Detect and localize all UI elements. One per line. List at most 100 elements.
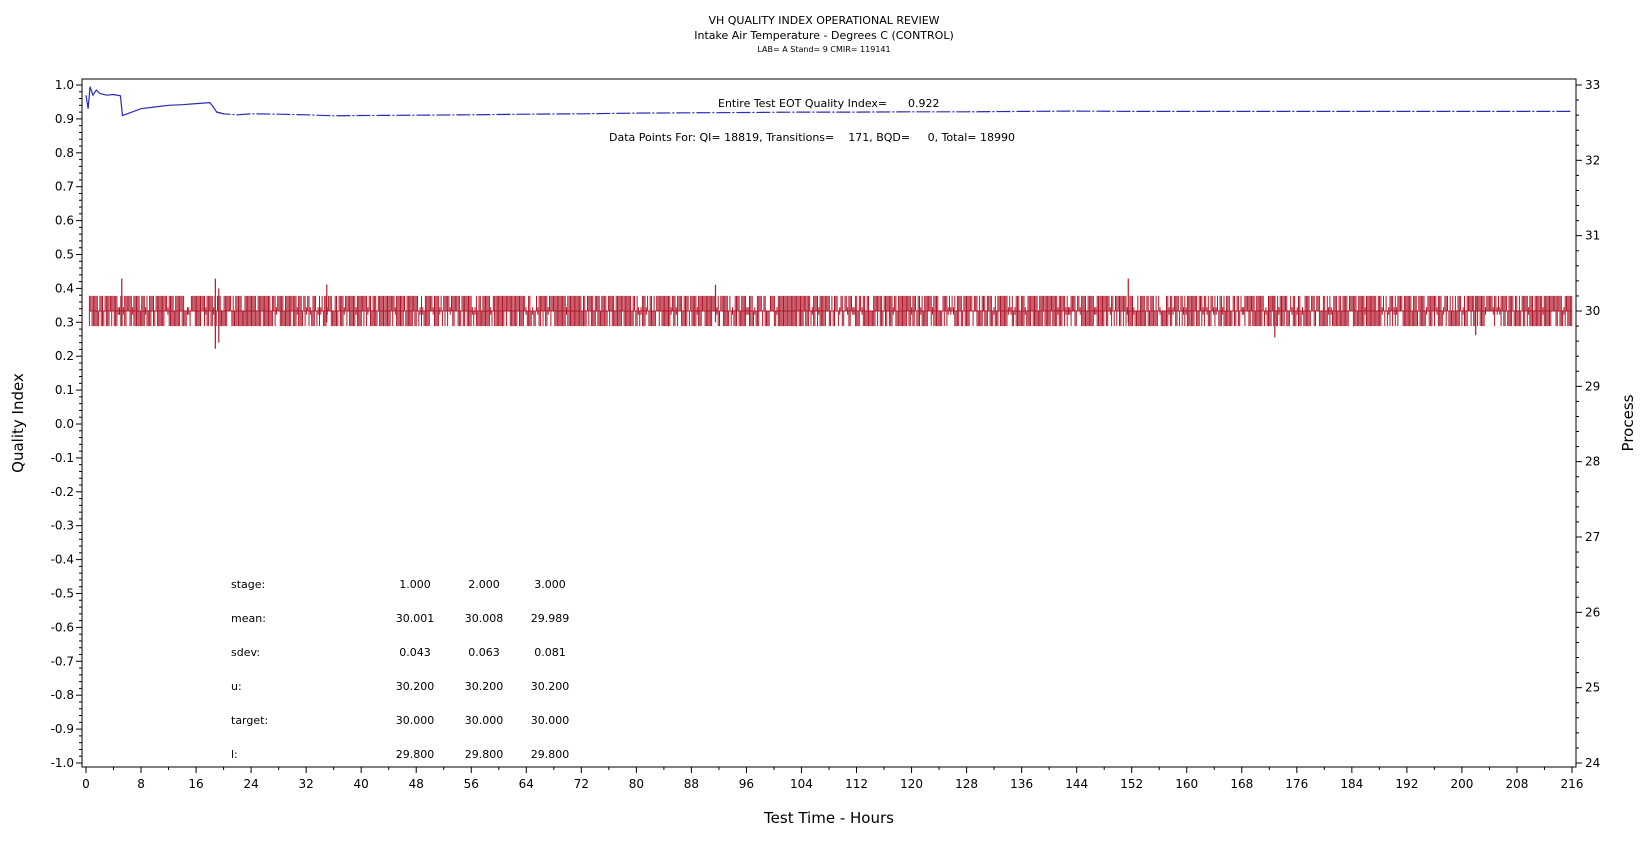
y-axis-ticks: 1.0 0.9 0.8 0.7 0.6 0.5 0.4 0.3 0.2 0.1 0.0 -0.1 -0.… xyxy=(51,78,82,770)
x-tick-label: 184 xyxy=(1340,777,1363,791)
stats-value: 0.043 xyxy=(399,646,431,659)
y-tick-label: -0.9 xyxy=(51,722,74,736)
stats-value: 0.063 xyxy=(468,646,500,659)
x-tick-label: 8 xyxy=(137,777,145,791)
y2-tick-label: 26 xyxy=(1585,605,1600,619)
y2-tick-label: 32 xyxy=(1585,153,1600,167)
stats-table: stage: mean: sdev: u: target: l: 1.000 30.001 0.… xyxy=(231,578,569,761)
y-tick-label: 0.7 xyxy=(55,180,74,194)
data-points-note: Data Points For: QI= 18819, Transitions=… xyxy=(609,131,1015,144)
y-tick-label: -0.7 xyxy=(51,654,74,668)
stats-row-label: sdev: xyxy=(231,646,260,659)
stats-row-label: mean: xyxy=(231,612,266,625)
y2-tick-label: 29 xyxy=(1585,379,1600,393)
y-tick-label: -0.5 xyxy=(51,587,74,601)
chart-info-line: LAB= A Stand= 9 CMIR= 119141 xyxy=(757,45,890,54)
process-series xyxy=(88,278,1573,349)
y2-tick-label: 33 xyxy=(1585,78,1600,92)
stats-value: 30.200 xyxy=(531,680,570,693)
x-tick-label: 216 xyxy=(1561,777,1584,791)
y-tick-label: -0.4 xyxy=(51,553,74,567)
quality-index-line xyxy=(216,110,1572,117)
stats-value: 30.008 xyxy=(465,612,504,625)
x-tick-label: 64 xyxy=(519,777,534,791)
x-axis-ticks: 0 8 16 24 32 40 48 56 64 72 80 88 96 104 112 120 128 136 1… xyxy=(82,767,1583,791)
y-axis-label: Quality Index xyxy=(9,373,27,473)
x-tick-label: 88 xyxy=(684,777,699,791)
y2-tick-label: 24 xyxy=(1585,756,1600,770)
x-tick-label: 128 xyxy=(955,777,978,791)
stats-value: 29.989 xyxy=(531,612,570,625)
y-tick-label: 0.4 xyxy=(55,281,74,295)
stats-value: 1.000 xyxy=(399,578,431,591)
stats-row-label: target: xyxy=(231,714,268,727)
x-tick-label: 152 xyxy=(1120,777,1143,791)
y-tick-label: -0.6 xyxy=(51,620,74,634)
y2-axis-ticks: 24 25 26 27 28 29 30 31 32 33 xyxy=(1576,78,1600,770)
x-tick-label: 176 xyxy=(1285,777,1308,791)
x-tick-label: 56 xyxy=(464,777,479,791)
x-tick-label: 16 xyxy=(188,777,203,791)
stats-row-label: u: xyxy=(231,680,242,693)
stats-row-label: l: xyxy=(231,748,238,761)
eot-quality-value: 0.922 xyxy=(908,97,940,110)
y2-tick-label: 27 xyxy=(1585,530,1600,544)
y-tick-label: 1.0 xyxy=(55,78,74,92)
x-tick-label: 0 xyxy=(82,777,90,791)
stats-value: 30.000 xyxy=(465,714,504,727)
x-tick-label: 192 xyxy=(1395,777,1418,791)
stats-value: 30.000 xyxy=(396,714,435,727)
y-tick-label: -0.3 xyxy=(51,519,74,533)
x-tick-label: 104 xyxy=(790,777,813,791)
stats-value: 30.001 xyxy=(396,612,435,625)
quality-index-series xyxy=(85,86,1572,117)
x-tick-label: 40 xyxy=(354,777,369,791)
stats-value: 0.081 xyxy=(534,646,566,659)
x-tick-label: 136 xyxy=(1010,777,1033,791)
chart-title: VH QUALITY INDEX OPERATIONAL REVIEW xyxy=(708,14,939,27)
stats-value: 30.200 xyxy=(396,680,435,693)
x-tick-label: 168 xyxy=(1230,777,1253,791)
eot-quality-label: Entire Test EOT Quality Index= xyxy=(718,97,887,110)
stats-value: 29.800 xyxy=(396,748,435,761)
y-tick-label: -0.2 xyxy=(51,485,74,499)
y-tick-label: -1.0 xyxy=(51,756,74,770)
x-tick-label: 48 xyxy=(409,777,424,791)
x-tick-label: 112 xyxy=(845,777,868,791)
x-tick-label: 72 xyxy=(574,777,589,791)
y-tick-label: 0.9 xyxy=(55,112,74,126)
y-tick-label: 0.8 xyxy=(55,146,74,160)
x-tick-label: 96 xyxy=(739,777,754,791)
y-tick-label: 0.3 xyxy=(55,315,74,329)
y-tick-label: 0.5 xyxy=(55,248,74,262)
x-tick-label: 24 xyxy=(243,777,258,791)
x-tick-label: 120 xyxy=(900,777,923,791)
x-tick-label: 144 xyxy=(1065,777,1088,791)
x-tick-label: 208 xyxy=(1506,777,1529,791)
y-tick-label: 0.6 xyxy=(55,214,74,228)
x-tick-label: 80 xyxy=(629,777,644,791)
y2-tick-label: 31 xyxy=(1585,229,1600,243)
stats-value: 30.000 xyxy=(531,714,570,727)
x-tick-label: 200 xyxy=(1450,777,1473,791)
stats-value: 29.800 xyxy=(531,748,570,761)
y-tick-label: -0.1 xyxy=(51,451,74,465)
chart-subtitle: Intake Air Temperature - Degrees C (CONT… xyxy=(694,29,954,42)
x-tick-label: 32 xyxy=(299,777,314,791)
y2-tick-label: 30 xyxy=(1585,304,1600,318)
stats-value: 3.000 xyxy=(534,578,566,591)
stats-value: 30.200 xyxy=(465,680,504,693)
y-tick-label: 0.0 xyxy=(55,417,74,431)
y-tick-label: -0.8 xyxy=(51,688,74,702)
y-tick-label: 0.1 xyxy=(55,383,74,397)
x-axis-label: Test Time - Hours xyxy=(763,809,894,827)
y-tick-label: 0.2 xyxy=(55,349,74,363)
y2-axis-label: Process xyxy=(1619,394,1637,451)
stats-row-label: stage: xyxy=(231,578,265,591)
y2-tick-label: 25 xyxy=(1585,681,1600,695)
stats-value: 29.800 xyxy=(465,748,504,761)
plot-area xyxy=(81,78,1577,768)
quality-index-line-early xyxy=(85,86,224,117)
stats-value: 2.000 xyxy=(468,578,500,591)
